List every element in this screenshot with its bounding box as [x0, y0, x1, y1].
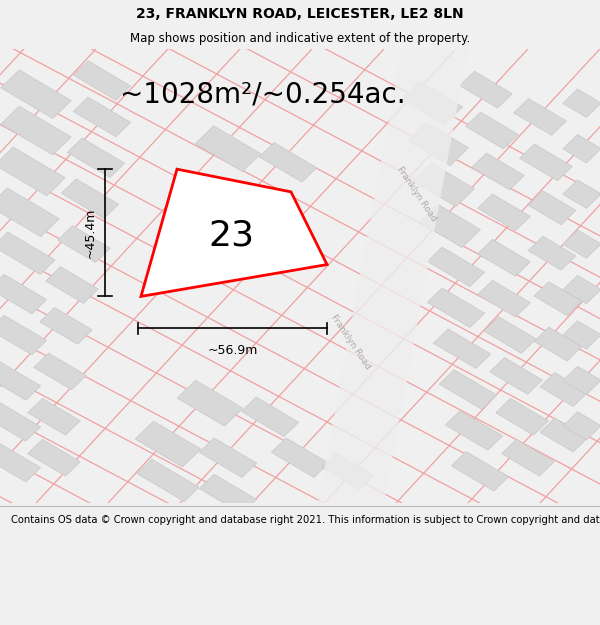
Polygon shape — [563, 180, 600, 208]
Text: Franklyn Road: Franklyn Road — [395, 165, 439, 223]
Polygon shape — [0, 232, 55, 274]
Polygon shape — [407, 122, 469, 166]
Polygon shape — [484, 317, 536, 353]
Polygon shape — [401, 82, 463, 125]
Text: 23: 23 — [208, 218, 254, 252]
Polygon shape — [563, 230, 600, 258]
Text: ~1028m²/~0.254ac.: ~1028m²/~0.254ac. — [120, 80, 406, 108]
Polygon shape — [0, 274, 47, 314]
Polygon shape — [496, 399, 548, 435]
Polygon shape — [199, 474, 257, 514]
Polygon shape — [28, 439, 80, 476]
Polygon shape — [419, 204, 481, 248]
Polygon shape — [28, 399, 80, 435]
Polygon shape — [271, 438, 329, 478]
Polygon shape — [563, 89, 600, 118]
Polygon shape — [0, 147, 65, 196]
Polygon shape — [322, 453, 374, 489]
Polygon shape — [1, 106, 71, 155]
Polygon shape — [534, 327, 582, 361]
Polygon shape — [460, 71, 512, 108]
Text: 23, FRANKLYN ROAD, LEICESTER, LE2 8LN: 23, FRANKLYN ROAD, LEICESTER, LE2 8LN — [136, 7, 464, 21]
Polygon shape — [73, 61, 131, 100]
Polygon shape — [563, 412, 600, 440]
Polygon shape — [199, 438, 257, 478]
Polygon shape — [433, 329, 491, 368]
Polygon shape — [34, 353, 86, 390]
Polygon shape — [427, 247, 485, 287]
Polygon shape — [540, 418, 588, 452]
Polygon shape — [528, 236, 576, 270]
Polygon shape — [241, 397, 299, 436]
Polygon shape — [1, 70, 71, 119]
Polygon shape — [40, 308, 92, 344]
Polygon shape — [472, 153, 524, 190]
Polygon shape — [534, 282, 582, 316]
Polygon shape — [259, 142, 317, 182]
Polygon shape — [177, 380, 243, 426]
Polygon shape — [478, 194, 530, 231]
Polygon shape — [451, 452, 509, 491]
Polygon shape — [195, 126, 261, 172]
Polygon shape — [563, 321, 600, 349]
Polygon shape — [73, 97, 131, 137]
Polygon shape — [413, 164, 475, 207]
Polygon shape — [0, 361, 41, 400]
Polygon shape — [520, 144, 572, 181]
Polygon shape — [141, 169, 327, 296]
Polygon shape — [0, 442, 41, 482]
Polygon shape — [478, 239, 530, 276]
Polygon shape — [478, 280, 530, 317]
Text: ~45.4m: ~45.4m — [83, 208, 97, 258]
Polygon shape — [490, 357, 542, 394]
Polygon shape — [439, 370, 497, 409]
Text: Map shows position and indicative extent of the property.: Map shows position and indicative extent… — [130, 31, 470, 44]
Polygon shape — [0, 402, 41, 441]
Polygon shape — [46, 267, 98, 303]
Text: ~56.9m: ~56.9m — [208, 344, 257, 357]
Polygon shape — [563, 276, 600, 304]
Text: Franklyn Road: Franklyn Road — [329, 312, 373, 371]
Polygon shape — [563, 134, 600, 163]
Polygon shape — [514, 99, 566, 135]
Polygon shape — [0, 315, 47, 355]
Polygon shape — [0, 188, 59, 237]
Polygon shape — [427, 288, 485, 328]
Text: Contains OS data © Crown copyright and database right 2021. This information is : Contains OS data © Crown copyright and d… — [11, 515, 600, 525]
Polygon shape — [563, 366, 600, 394]
Polygon shape — [135, 421, 201, 467]
Polygon shape — [61, 179, 119, 219]
Polygon shape — [528, 191, 576, 225]
Polygon shape — [466, 112, 518, 149]
Polygon shape — [58, 226, 110, 262]
Polygon shape — [502, 439, 554, 476]
Polygon shape — [318, 49, 468, 503]
Polygon shape — [445, 411, 503, 450]
Polygon shape — [67, 138, 125, 178]
Polygon shape — [137, 459, 199, 501]
Polygon shape — [540, 372, 588, 406]
